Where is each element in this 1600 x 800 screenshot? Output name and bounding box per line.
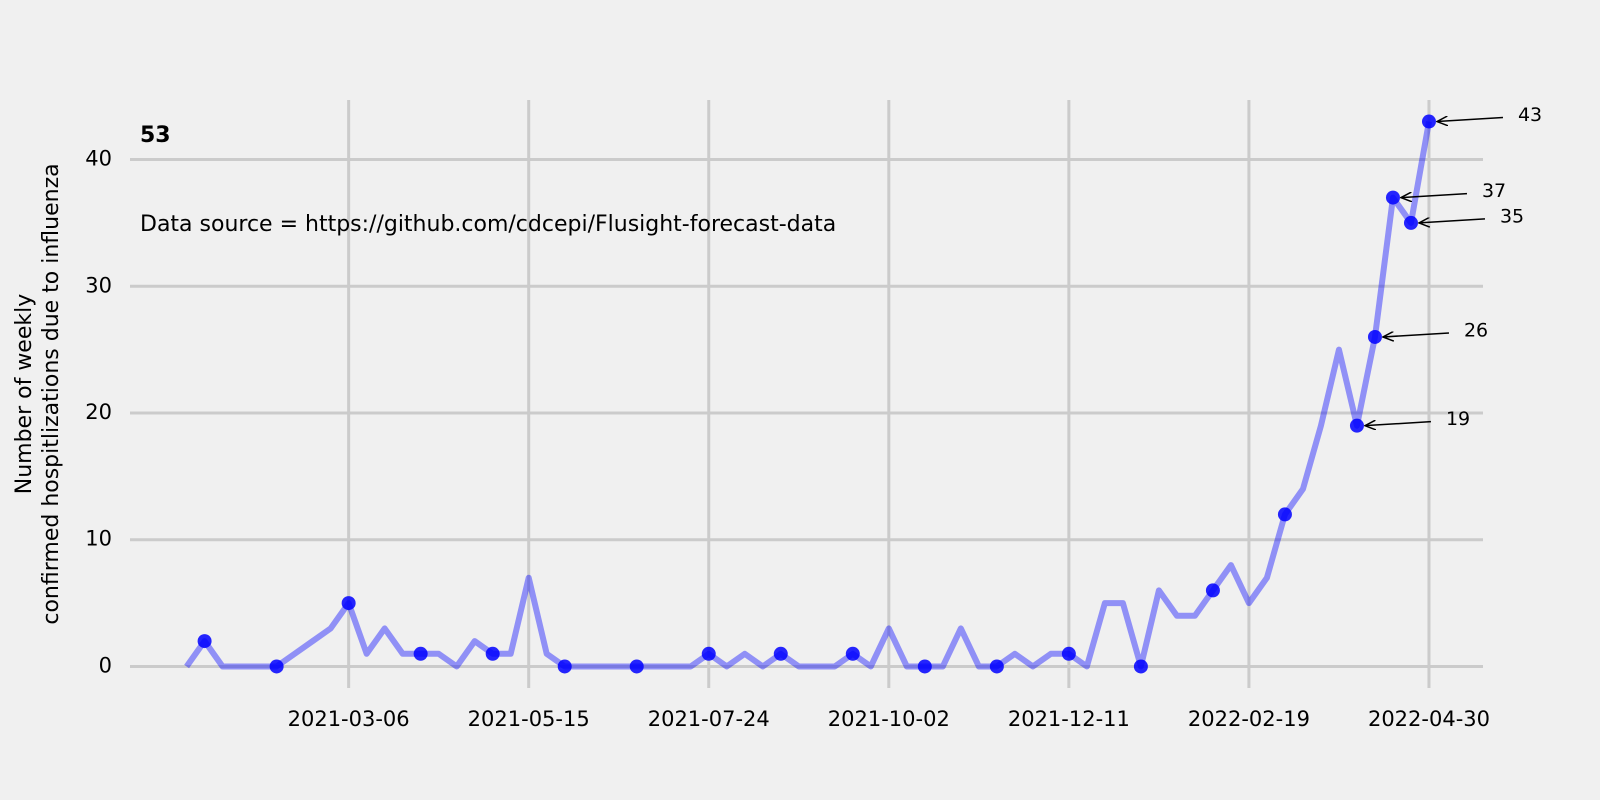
point: [1277, 507, 1292, 522]
point: [269, 659, 284, 674]
annotation-arrow: [1383, 333, 1450, 337]
annotation-arrow: [1401, 194, 1468, 198]
x-tick-label: 2021-05-15: [468, 707, 590, 731]
y-tick-label: 20: [85, 400, 112, 424]
source-note: Data source = https://github.com/cdcepi/…: [140, 212, 836, 237]
point: [629, 659, 644, 674]
y-axis-label: Number of weekly: [12, 294, 37, 495]
point: [1385, 190, 1400, 205]
x-tick-label: 2022-02-19: [1188, 707, 1310, 731]
point: [1367, 329, 1382, 344]
point: [773, 646, 788, 661]
y-tick-label: 40: [85, 147, 112, 171]
y-axis-label: confirmed hospitlizations due to influen…: [39, 163, 64, 624]
grid: 0 10 20 30 40 2021-03-06 2021-05-15 2021-07-24 2…: [85, 100, 1490, 731]
point: [197, 634, 212, 649]
point: [485, 646, 500, 661]
x-tick-label: 2021-10-02: [828, 707, 950, 731]
y-tick-label: 30: [85, 273, 112, 297]
annotation-label: 19: [1446, 408, 1470, 430]
y-tick-label: 0: [99, 653, 112, 677]
point: [917, 659, 932, 674]
point: [1403, 215, 1418, 230]
point: [1205, 583, 1220, 598]
plot: 19 26 37 35 43: [184, 104, 1542, 674]
line: [184, 121, 1432, 670]
annotation-label: 26: [1464, 319, 1488, 341]
point: [989, 659, 1004, 674]
x-tick-label: 2021-07-24: [648, 707, 770, 731]
annotation-label: 37: [1482, 180, 1506, 202]
x-tick-label: 2022-04-30: [1368, 707, 1490, 731]
x-tick-label: 2021-03-06: [288, 707, 410, 731]
point: [413, 646, 428, 661]
annotation-arrow: [1437, 118, 1504, 122]
y-tick-label: 10: [85, 527, 112, 551]
point: [1421, 114, 1436, 129]
annotation-arrow: [1365, 422, 1432, 426]
point: [557, 659, 572, 674]
location-label: 53: [140, 123, 171, 148]
point: [845, 646, 860, 661]
point: [1133, 659, 1148, 674]
point: [1061, 646, 1076, 661]
x-tick-label: 2021-12-11: [1008, 707, 1130, 731]
point: [1349, 418, 1364, 433]
annotation-arrow: [1419, 219, 1486, 223]
annotation-label: 35: [1500, 205, 1524, 227]
annotation-label: 43: [1518, 104, 1542, 126]
point: [341, 596, 356, 611]
point: [701, 646, 716, 661]
